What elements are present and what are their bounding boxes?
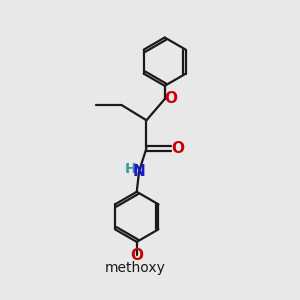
Text: O: O [165,91,178,106]
Text: methoxy: methoxy [105,261,166,275]
Text: H: H [125,162,137,176]
Text: N: N [133,164,146,179]
Text: O: O [172,141,184,156]
Text: O: O [130,248,143,262]
